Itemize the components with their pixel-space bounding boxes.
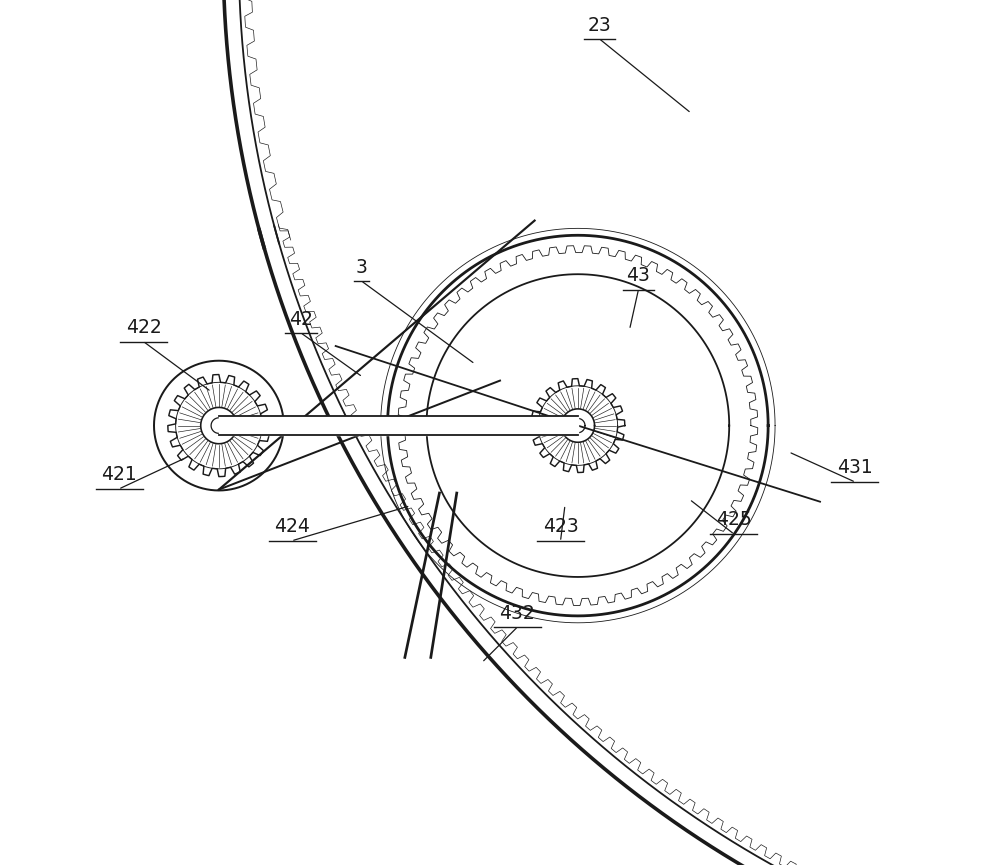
Text: 425: 425 xyxy=(716,510,751,529)
Text: 23: 23 xyxy=(588,16,611,35)
Text: 421: 421 xyxy=(102,465,137,484)
Text: 42: 42 xyxy=(289,310,313,329)
Text: 423: 423 xyxy=(543,517,578,536)
Text: 3: 3 xyxy=(356,258,368,277)
Text: 424: 424 xyxy=(274,517,310,536)
Text: 432: 432 xyxy=(499,604,535,623)
Text: 43: 43 xyxy=(626,266,650,285)
Text: 431: 431 xyxy=(837,458,873,477)
Text: 422: 422 xyxy=(126,318,161,337)
